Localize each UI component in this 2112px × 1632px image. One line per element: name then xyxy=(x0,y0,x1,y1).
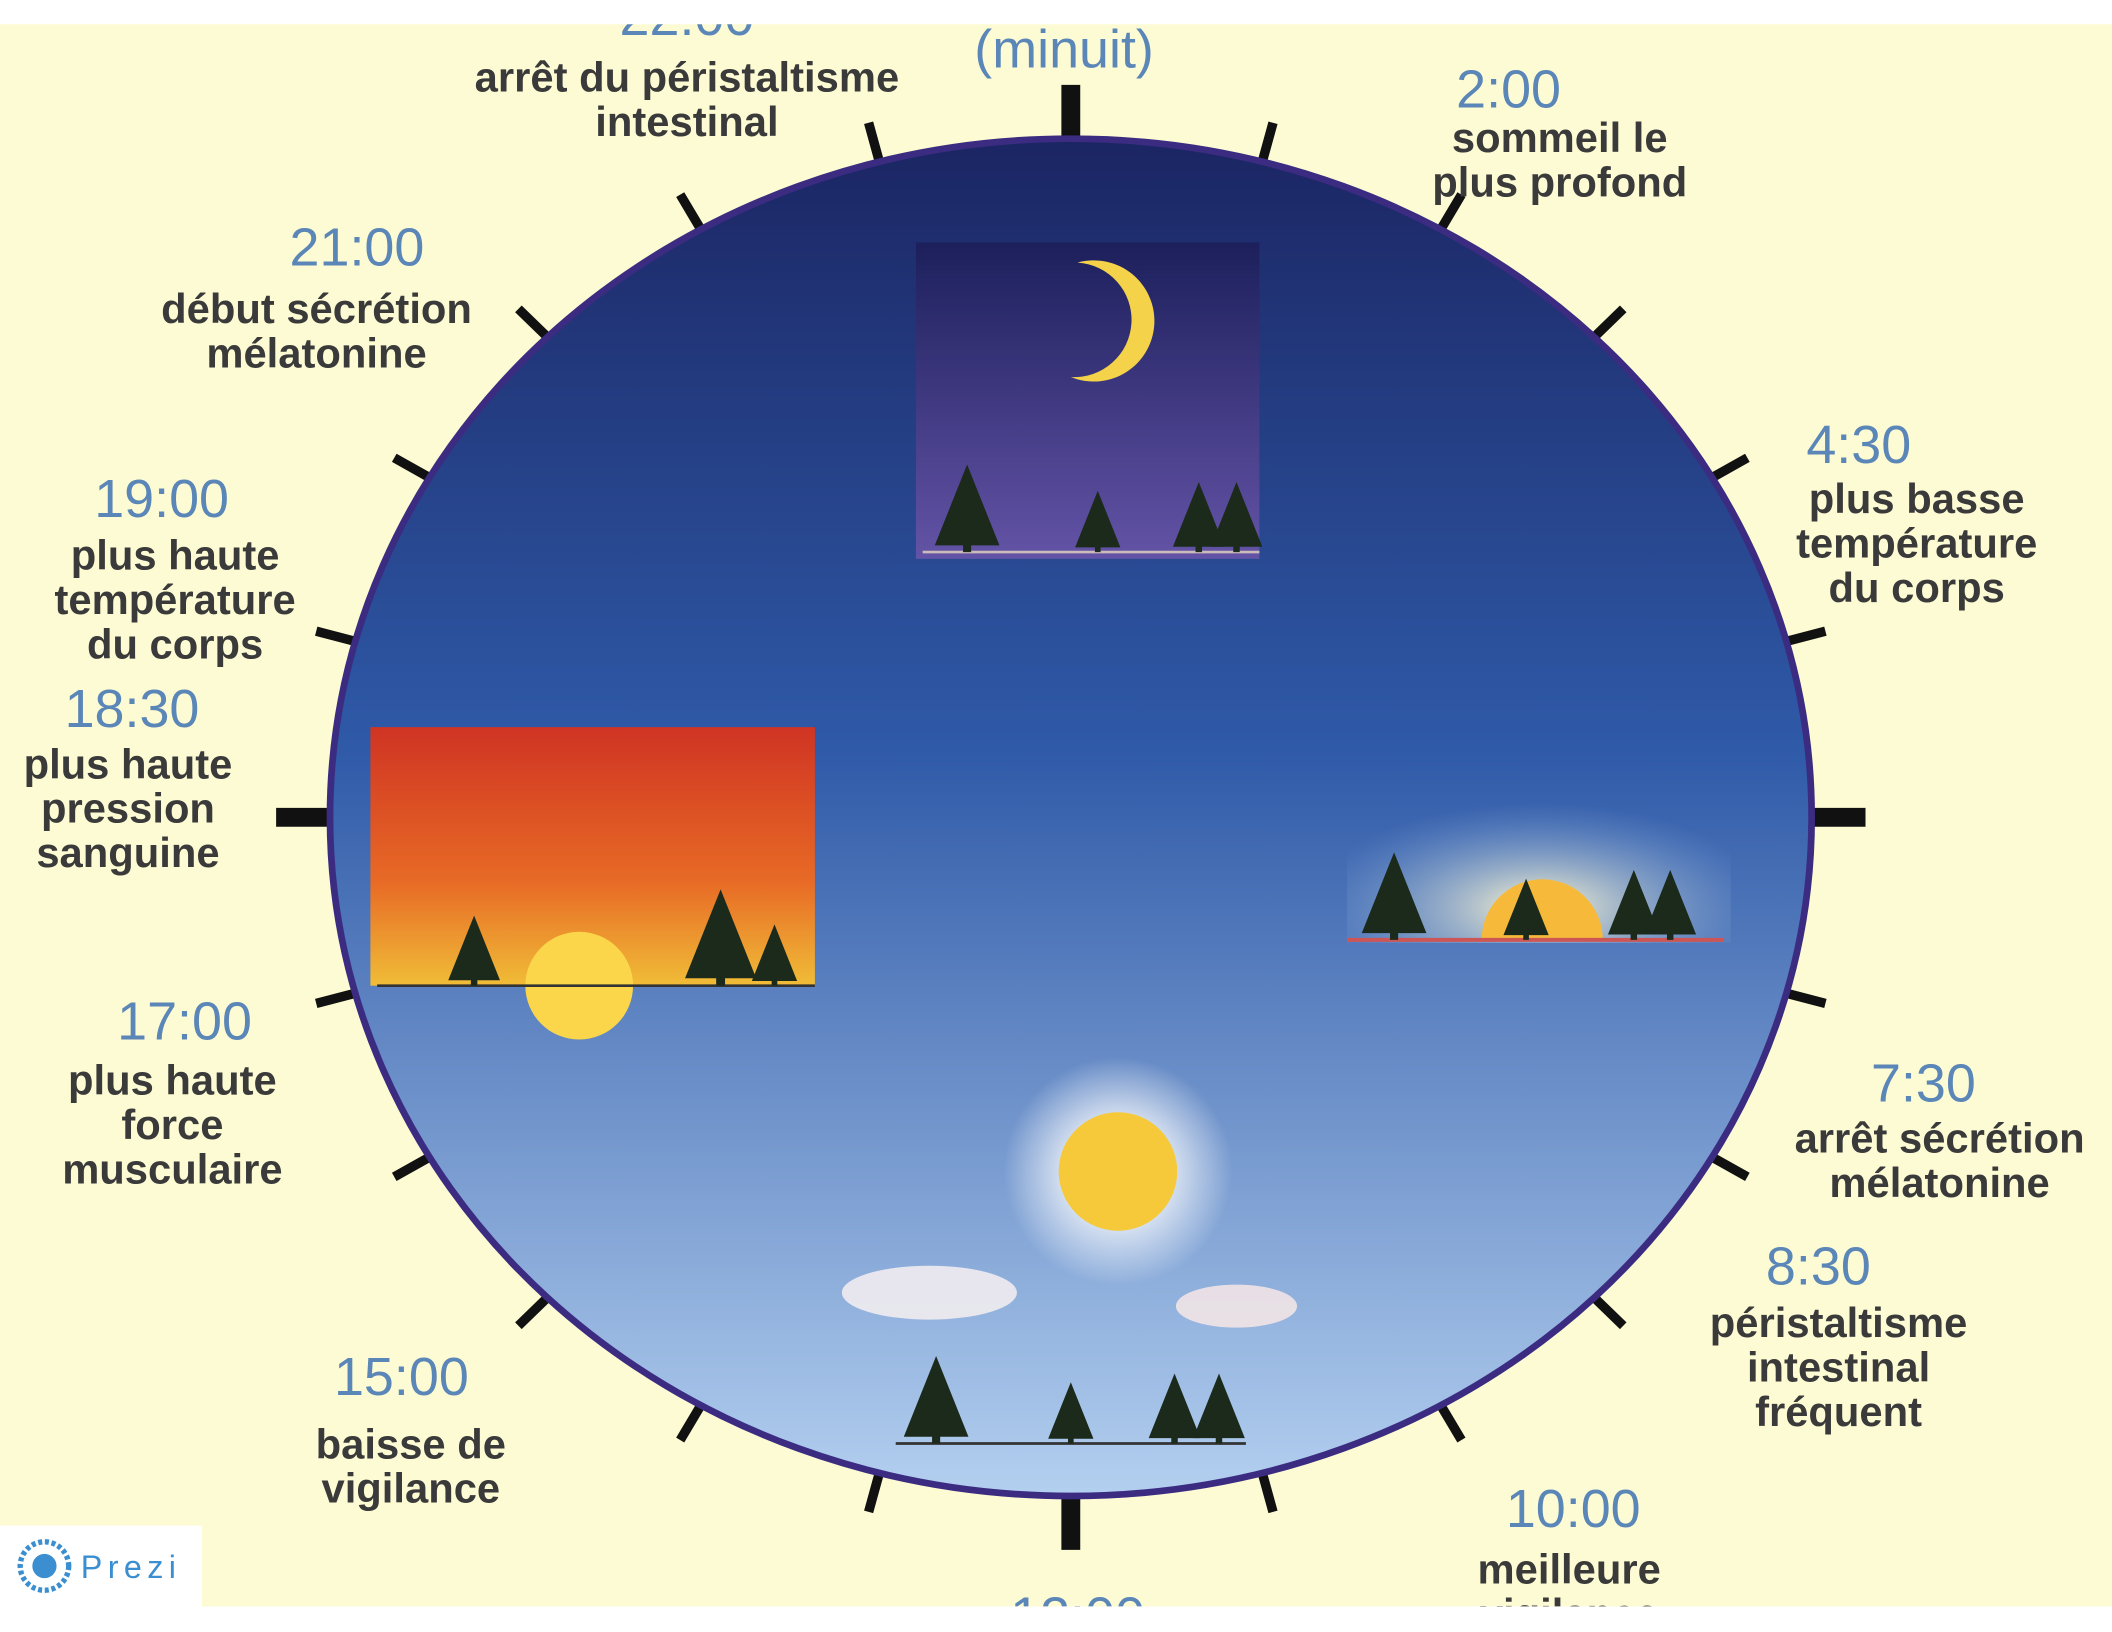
description: du corps xyxy=(1829,564,2005,611)
clock-face xyxy=(326,135,1815,1500)
tree xyxy=(685,889,757,986)
description: baisse de xyxy=(316,1420,506,1467)
time-label: 21:00 xyxy=(290,217,425,277)
description: musculaire xyxy=(62,1146,282,1193)
description: vigilance xyxy=(321,1465,500,1512)
tree xyxy=(903,1355,969,1444)
cloud xyxy=(1175,1284,1298,1328)
description: plus profond xyxy=(1432,159,1687,206)
description: fréquent xyxy=(1755,1388,1922,1435)
moon xyxy=(1070,260,1155,382)
time-label: 4:30 xyxy=(1806,415,1911,475)
description: mélatonine xyxy=(1829,1159,2049,1206)
tree xyxy=(448,915,500,986)
description: pression xyxy=(41,785,215,832)
tree xyxy=(751,924,798,986)
tree xyxy=(1172,482,1225,553)
time-label: 10:00 xyxy=(1506,1479,1641,1539)
time-label: 17:00 xyxy=(117,992,252,1052)
description: intestinal xyxy=(595,98,778,145)
logo-icon xyxy=(17,1539,72,1593)
tree xyxy=(1148,1373,1201,1444)
description: meilleure xyxy=(1478,1546,1661,1593)
time-label: 2:00 xyxy=(1456,60,1561,120)
description: plus haute xyxy=(71,532,280,579)
description: plus basse xyxy=(1809,475,2025,522)
tree xyxy=(1048,1382,1094,1444)
tree xyxy=(934,464,1000,553)
tree xyxy=(1193,1373,1245,1444)
time-label: 19:00 xyxy=(94,469,229,529)
cloud xyxy=(841,1265,1017,1320)
time-label: 22:00 xyxy=(620,0,755,47)
tree xyxy=(1361,852,1427,940)
description: du corps xyxy=(87,620,263,667)
description: arrêt sécrétion xyxy=(1795,1115,2085,1162)
description: sanguine xyxy=(36,829,219,876)
description: force xyxy=(121,1101,223,1148)
description: arrêt du péristaltisme xyxy=(475,54,900,101)
logo-icon-core xyxy=(32,1553,57,1579)
description: sommeil le xyxy=(1452,114,1668,161)
description: mélatonine xyxy=(206,330,426,377)
tree xyxy=(1607,869,1660,940)
description: plus haute xyxy=(68,1057,277,1104)
description: vigilance xyxy=(1480,1590,1659,1632)
time-label: 15:00 xyxy=(334,1347,469,1407)
description: température xyxy=(1796,519,2037,566)
tree xyxy=(1503,878,1549,940)
description: plus haute xyxy=(24,740,233,787)
description: début sécrétion xyxy=(161,285,472,332)
sun xyxy=(1058,1112,1178,1231)
trees xyxy=(448,464,1697,1444)
tree xyxy=(1644,869,1697,940)
description: température xyxy=(54,576,295,623)
time-label: 7:30 xyxy=(1871,1053,1976,1113)
tree xyxy=(1075,490,1121,553)
logo-text: Prezi xyxy=(81,1549,182,1585)
tree xyxy=(1210,482,1263,553)
time-label: 18:30 xyxy=(65,679,200,739)
time-label: (minuit) xyxy=(974,19,1154,79)
description: intestinal xyxy=(1747,1344,1930,1391)
time-label: 12:00 xyxy=(1010,1587,1145,1632)
time-label: 8:30 xyxy=(1766,1237,1871,1297)
description: péristaltisme xyxy=(1710,1299,1968,1346)
